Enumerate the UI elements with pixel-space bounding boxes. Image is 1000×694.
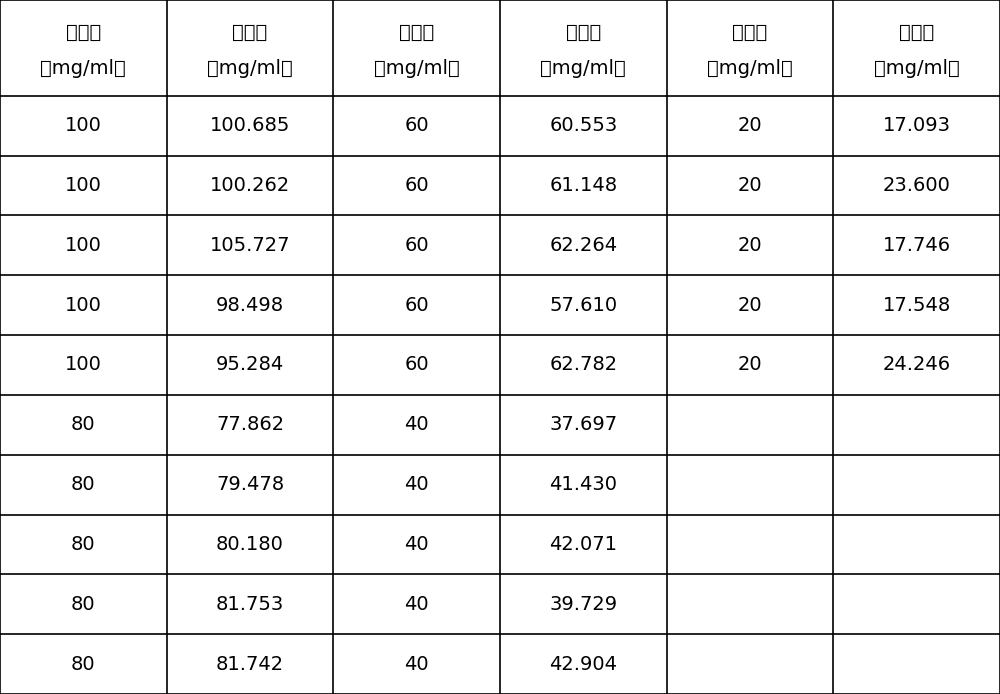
Text: 100: 100 bbox=[65, 176, 102, 195]
Text: 17.093: 17.093 bbox=[883, 116, 951, 135]
Text: 41.430: 41.430 bbox=[549, 475, 617, 494]
Text: 17.746: 17.746 bbox=[883, 236, 951, 255]
Text: 100.685: 100.685 bbox=[210, 116, 290, 135]
Text: 80: 80 bbox=[71, 535, 96, 554]
Text: 17.548: 17.548 bbox=[883, 296, 951, 314]
Text: 40: 40 bbox=[404, 415, 429, 434]
Text: 60.553: 60.553 bbox=[549, 116, 617, 135]
Text: 42.904: 42.904 bbox=[549, 654, 617, 674]
Text: 100: 100 bbox=[65, 116, 102, 135]
Text: 40: 40 bbox=[404, 654, 429, 674]
Text: 57.610: 57.610 bbox=[549, 296, 617, 314]
Text: 81.753: 81.753 bbox=[216, 595, 284, 613]
Text: 98.498: 98.498 bbox=[216, 296, 284, 314]
Text: 真实值: 真实值 bbox=[399, 23, 434, 42]
Text: 60: 60 bbox=[404, 116, 429, 135]
Text: 23.600: 23.600 bbox=[883, 176, 951, 195]
Text: 62.782: 62.782 bbox=[549, 355, 617, 375]
Text: （mg/ml）: （mg/ml） bbox=[540, 60, 626, 78]
Text: 预测值: 预测值 bbox=[232, 23, 268, 42]
Text: 40: 40 bbox=[404, 475, 429, 494]
Text: 60: 60 bbox=[404, 355, 429, 375]
Text: （mg/ml）: （mg/ml） bbox=[207, 60, 293, 78]
Text: 80: 80 bbox=[71, 595, 96, 613]
Text: 77.862: 77.862 bbox=[216, 415, 284, 434]
Text: 100: 100 bbox=[65, 296, 102, 314]
Text: （mg/ml）: （mg/ml） bbox=[874, 60, 960, 78]
Text: 100: 100 bbox=[65, 236, 102, 255]
Text: 24.246: 24.246 bbox=[883, 355, 951, 375]
Text: 61.148: 61.148 bbox=[549, 176, 617, 195]
Text: 80: 80 bbox=[71, 475, 96, 494]
Text: 79.478: 79.478 bbox=[216, 475, 284, 494]
Text: 42.071: 42.071 bbox=[549, 535, 617, 554]
Text: 60: 60 bbox=[404, 176, 429, 195]
Text: 39.729: 39.729 bbox=[549, 595, 617, 613]
Text: 20: 20 bbox=[738, 296, 762, 314]
Text: （mg/ml）: （mg/ml） bbox=[707, 60, 793, 78]
Text: 预测值: 预测值 bbox=[566, 23, 601, 42]
Text: 20: 20 bbox=[738, 236, 762, 255]
Text: 81.742: 81.742 bbox=[216, 654, 284, 674]
Text: 105.727: 105.727 bbox=[210, 236, 290, 255]
Text: 100.262: 100.262 bbox=[210, 176, 290, 195]
Text: 60: 60 bbox=[404, 236, 429, 255]
Text: 预测值: 预测值 bbox=[899, 23, 934, 42]
Text: （mg/ml）: （mg/ml） bbox=[374, 60, 460, 78]
Text: 20: 20 bbox=[738, 116, 762, 135]
Text: 80: 80 bbox=[71, 415, 96, 434]
Text: 100: 100 bbox=[65, 355, 102, 375]
Text: 60: 60 bbox=[404, 296, 429, 314]
Text: 80.180: 80.180 bbox=[216, 535, 284, 554]
Text: 37.697: 37.697 bbox=[549, 415, 617, 434]
Text: 95.284: 95.284 bbox=[216, 355, 284, 375]
Text: 20: 20 bbox=[738, 176, 762, 195]
Text: 真实值: 真实值 bbox=[66, 23, 101, 42]
Text: 真实值: 真实值 bbox=[732, 23, 768, 42]
Text: 40: 40 bbox=[404, 535, 429, 554]
Text: 80: 80 bbox=[71, 654, 96, 674]
Text: 40: 40 bbox=[404, 595, 429, 613]
Text: 20: 20 bbox=[738, 355, 762, 375]
Text: （mg/ml）: （mg/ml） bbox=[40, 60, 126, 78]
Text: 62.264: 62.264 bbox=[549, 236, 617, 255]
